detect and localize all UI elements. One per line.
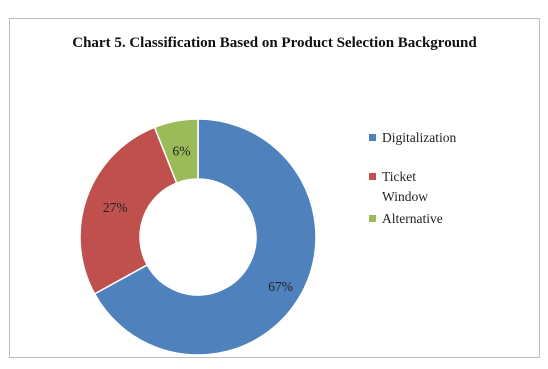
legend-label-ticket-line1: Ticket xyxy=(382,169,417,184)
legend-item-digitalization: Digitalization xyxy=(369,128,499,148)
chart-legend: Digitalization Ticket Window Alternative xyxy=(369,128,499,229)
data-label-alternative: 6% xyxy=(173,144,191,159)
legend-label-digitalization: Digitalization xyxy=(382,130,457,145)
legend-swatch-digitalization xyxy=(369,134,376,141)
legend-item-ticket-window: Ticket Window xyxy=(369,167,499,207)
donut-slice-digitalization xyxy=(93,118,317,356)
legend-label-ticket-line2: Window xyxy=(382,189,428,204)
donut-slice-ticket-window xyxy=(79,126,178,295)
chart-title: Chart 5. Classification Based on Product… xyxy=(72,35,477,51)
data-label-digitalization: 67% xyxy=(268,279,293,294)
legend-swatch-alternative xyxy=(369,215,376,222)
legend-item-alternative: Alternative xyxy=(369,209,499,229)
donut-slice-alternative xyxy=(153,118,199,185)
legend-swatch-ticket-window xyxy=(369,173,376,180)
data-label-ticket-window: 27% xyxy=(103,200,128,215)
legend-label-alternative: Alternative xyxy=(382,211,443,226)
